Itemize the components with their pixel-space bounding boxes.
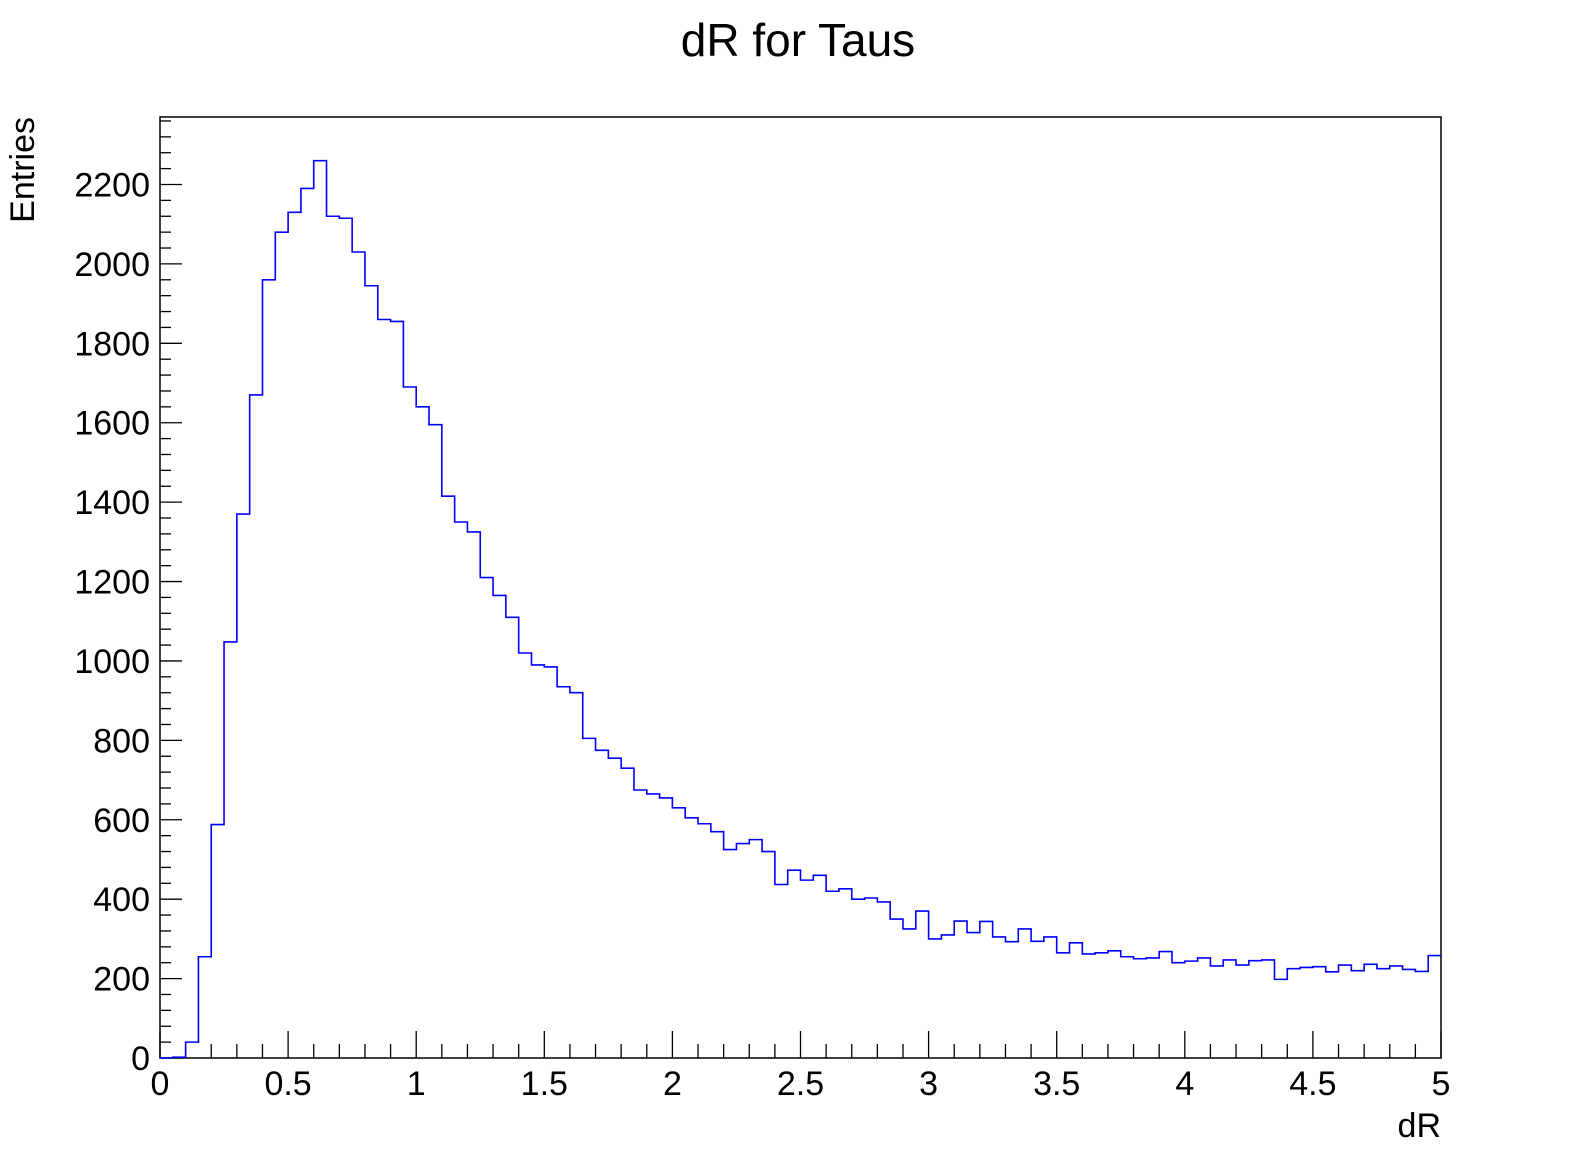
x-tick-label: 5 [1432,1065,1451,1103]
x-tick-label: 3.5 [1033,1065,1080,1103]
x-tick-label: 0 [151,1065,170,1103]
y-tick-label: 600 [93,802,150,840]
y-axis: 0 200 400 600 800 1000 1200 1400 1600 1800 2000 220… [74,120,182,1078]
y-tick-label: 1600 [74,405,150,443]
y-tick-label: 0 [131,1040,150,1078]
x-tick-label: 4.5 [1289,1065,1336,1103]
x-tick-label: 2 [663,1065,682,1103]
y-tick-label: 1200 [74,564,150,602]
y-tick-label: 1400 [74,484,150,522]
y-tick-label: 1800 [74,325,150,363]
x-tick-label: 0.5 [264,1065,311,1103]
x-tick-label: 4 [1175,1065,1194,1103]
chart-title: dR for Taus [681,14,915,66]
y-tick-label: 800 [93,722,150,760]
x-tick-label: 3 [919,1065,938,1103]
x-tick-label: 1.5 [521,1065,568,1103]
plot-frame [159,116,1442,1059]
y-tick-label: 1000 [74,643,150,681]
x-axis-title: dR [1398,1107,1441,1145]
y-tick-label: 200 [93,961,150,999]
y-tick-label: 400 [93,881,150,919]
x-tick-label: 2.5 [777,1065,824,1103]
y-axis-title: Entries [4,117,42,223]
x-axis: 0 0.5 1 1.5 2 2.5 3 3.5 4 4.5 5 [151,1031,1451,1103]
y-tick-label: 2200 [74,166,150,204]
histogram-series-line [160,159,1441,1059]
y-tick-label: 2000 [74,246,150,284]
x-tick-label: 1 [407,1065,426,1103]
